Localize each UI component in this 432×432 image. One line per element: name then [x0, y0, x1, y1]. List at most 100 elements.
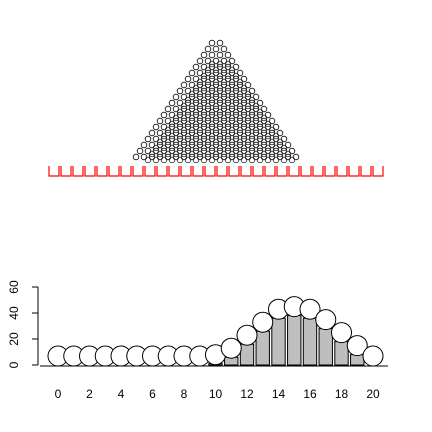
peg — [240, 132, 248, 140]
x-axis-tick-labels: 0 2 4 6 8 10 12 14 16 18 20 — [55, 387, 380, 401]
peg — [240, 111, 248, 119]
peg — [244, 117, 252, 125]
peg — [240, 144, 248, 152]
peg — [224, 72, 232, 80]
peg — [244, 150, 252, 158]
peg — [272, 132, 280, 140]
peg — [232, 96, 240, 104]
cup — [60, 166, 72, 177]
peg — [204, 81, 212, 89]
peg — [272, 144, 280, 152]
peg — [208, 108, 216, 116]
peg — [196, 114, 204, 122]
peg — [196, 81, 204, 89]
peg — [188, 117, 196, 125]
peg — [204, 141, 212, 149]
peg — [212, 57, 220, 65]
peg — [200, 132, 208, 140]
peg — [256, 144, 264, 152]
peg — [236, 81, 244, 89]
peg — [172, 153, 180, 161]
cup — [264, 166, 276, 177]
y-tick-label: 0 — [7, 361, 21, 368]
peg — [244, 141, 252, 149]
peg — [244, 81, 252, 89]
peg — [148, 153, 156, 161]
peg — [176, 147, 184, 155]
peg — [184, 99, 192, 107]
peg — [184, 108, 192, 116]
peg — [288, 147, 296, 155]
peg — [196, 57, 204, 65]
peg — [228, 66, 236, 74]
peg — [224, 123, 232, 131]
peg — [228, 90, 236, 98]
peg — [244, 114, 252, 122]
peg — [216, 123, 224, 131]
peg — [192, 87, 200, 95]
y-tick-label: 20 — [7, 332, 21, 346]
cup — [108, 166, 120, 177]
peg — [276, 153, 284, 161]
peg — [172, 138, 180, 146]
peg — [164, 129, 172, 137]
peg — [152, 135, 160, 143]
peg — [188, 102, 196, 110]
peg — [236, 150, 244, 158]
peg — [160, 132, 168, 140]
peg — [188, 69, 196, 77]
peg — [196, 105, 204, 113]
peg — [244, 129, 252, 137]
peg — [248, 108, 256, 116]
peg — [180, 126, 188, 134]
peg — [192, 75, 200, 83]
y-axis: 0 20 40 60 — [7, 280, 39, 368]
peg — [220, 129, 228, 137]
peg — [144, 156, 152, 164]
peg — [208, 135, 216, 143]
peg — [252, 117, 260, 125]
bar — [350, 354, 365, 366]
peg — [260, 153, 268, 161]
peg — [168, 123, 176, 131]
peg — [192, 99, 200, 107]
peg — [256, 147, 264, 155]
peg — [200, 147, 208, 155]
peg — [224, 120, 232, 128]
peg — [232, 75, 240, 83]
bar-top-circle — [362, 345, 384, 367]
peg — [204, 114, 212, 122]
cup — [360, 166, 372, 177]
peg — [280, 144, 288, 152]
peg — [220, 45, 228, 53]
peg — [196, 153, 204, 161]
peg — [252, 126, 260, 134]
peg — [248, 111, 256, 119]
peg — [232, 144, 240, 152]
peg — [216, 132, 224, 140]
peg — [184, 87, 192, 95]
peg — [184, 123, 192, 131]
peg — [228, 141, 236, 149]
peg — [224, 84, 232, 92]
peg — [160, 147, 168, 155]
peg — [140, 153, 148, 161]
peg — [156, 129, 164, 137]
peg — [212, 105, 220, 113]
peg — [216, 144, 224, 152]
peg — [244, 90, 252, 98]
peg — [212, 69, 220, 77]
peg — [216, 135, 224, 143]
peg — [168, 132, 176, 140]
peg — [160, 144, 168, 152]
peg — [208, 156, 216, 164]
peg — [216, 51, 224, 59]
peg — [192, 132, 200, 140]
cup — [192, 166, 204, 177]
peg — [256, 132, 264, 140]
peg — [168, 99, 176, 107]
peg — [232, 135, 240, 143]
peg — [220, 105, 228, 113]
peg — [176, 132, 184, 140]
peg — [256, 108, 264, 116]
